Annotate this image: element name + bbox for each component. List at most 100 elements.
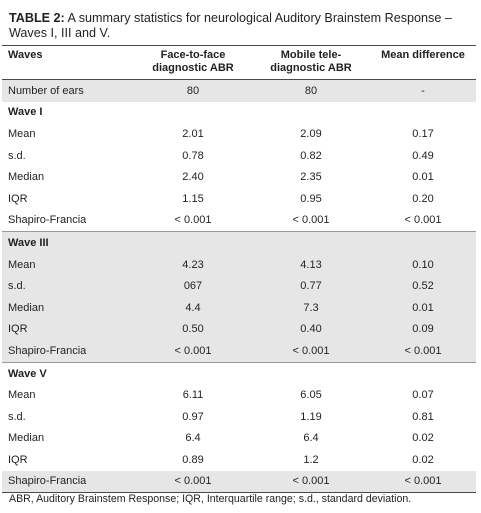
cell-diff [370,231,476,254]
table-row: s.d. 067 0.77 0.52 [2,275,476,297]
header-face-to-face: Face-to-face diagnostic ABR [134,45,252,80]
row-label: s.d. [8,149,26,162]
table-row: Median 2.40 2.35 0.01 [2,166,476,188]
cell-diff: - [370,79,476,102]
cell-f2f: 0.78 [182,149,204,162]
section-label: Wave I [8,106,43,119]
table-caption: TABLE 2: A summary statistics for neurol… [9,11,475,41]
table-row: s.d. 0.97 1.19 0.81 [2,406,476,428]
caption-text: A summary statistics for neurological Au… [9,11,452,40]
row-label: Mean [2,253,134,276]
table-row: Number of ears 80 80 - [2,79,476,102]
cell-f2f: 0.97 [182,410,204,423]
cell-mobile [252,231,370,254]
cell-diff: 0.07 [412,389,434,402]
row-label: Shapiro-Francia [2,340,134,363]
cell-f2f: 067 [134,275,252,297]
table-row: Shapiro-Francia < 0.001 < 0.001 < 0.001 [2,470,476,494]
table-row: IQR 0.50 0.40 0.09 [2,318,476,341]
section-row-wave-iii: Wave III [2,231,476,254]
cell-mobile: 6.05 [300,389,322,402]
cell-diff: 0.01 [412,171,434,184]
row-label: IQR [2,318,134,341]
cell-f2f [134,102,252,124]
row-label: Shapiro-Francia [2,470,134,494]
cell-diff: < 0.001 [370,470,476,494]
cell-diff: 0.02 [412,432,434,445]
cell-f2f: < 0.001 [134,340,252,363]
table-row: Mean 4.23 4.13 0.10 [2,253,476,276]
cell-mobile: 80 [252,79,370,102]
header-mobile-tele: Mobile tele-diagnostic ABR [252,45,370,80]
cell-mobile [252,102,370,124]
cell-f2f: 0.89 [182,453,204,466]
cell-diff: 0.09 [370,318,476,341]
cell-f2f: 4.23 [134,253,252,276]
row-label: IQR [8,453,28,466]
cell-diff: 0.10 [370,253,476,276]
cell-mobile [252,362,370,384]
cell-f2f [134,362,252,384]
cell-mobile: 0.95 [300,192,322,205]
caption-label: TABLE 2: [9,11,65,25]
table-row: Mean 6.11 6.05 0.07 [2,384,476,406]
table-row: Shapiro-Francia < 0.001 < 0.001 < 0.001 [2,209,476,233]
row-label: Mean [8,389,36,402]
row-label: Shapiro-Francia [2,209,134,233]
cell-mobile: 2.09 [300,127,322,140]
cell-diff: 0.20 [412,192,434,205]
cell-diff: 0.01 [370,296,476,319]
cell-diff: 0.17 [412,127,434,140]
row-label: Mean [8,127,36,140]
summary-statistics-table: Waves Face-to-face diagnostic ABR Mobile… [2,45,476,494]
table-row: IQR 1.15 0.95 0.20 [2,188,476,210]
header-row: Waves Face-to-face diagnostic ABR Mobile… [2,45,476,80]
cell-f2f: 0.50 [134,318,252,341]
row-label: Median [8,432,45,445]
table-row: IQR 0.89 1.2 0.02 [2,449,476,471]
cell-f2f: 4.4 [134,296,252,319]
table-row: s.d. 0.78 0.82 0.49 [2,145,476,167]
cell-f2f: 80 [134,79,252,102]
row-label: Median [2,296,134,319]
row-label: IQR [8,192,28,205]
cell-mobile: 0.82 [300,149,322,162]
table-row: Shapiro-Francia < 0.001 < 0.001 < 0.001 [2,340,476,363]
row-label: Median [8,171,45,184]
cell-f2f: < 0.001 [134,209,252,233]
cell-mobile: 4.13 [252,253,370,276]
cell-mobile: 7.3 [252,296,370,319]
cell-mobile: 2.35 [300,171,322,184]
header-waves: Waves [2,45,134,80]
cell-mobile: < 0.001 [252,340,370,363]
cell-diff: 0.81 [412,410,434,423]
cell-f2f [134,231,252,254]
cell-mobile: 0.40 [252,318,370,341]
cell-diff: < 0.001 [370,209,476,233]
cell-diff [370,102,476,124]
cell-f2f: 2.01 [182,127,204,140]
table-row: Median 4.4 7.3 0.01 [2,296,476,319]
section-label: Wave V [8,367,47,380]
header-mean-difference: Mean difference [370,45,476,80]
cell-f2f: 1.15 [182,192,204,205]
cell-mobile: 1.19 [300,410,322,423]
section-row-wave-i: Wave I [2,102,476,124]
cell-f2f: 6.11 [182,389,204,402]
cell-diff: 0.52 [370,275,476,297]
cell-f2f: 6.4 [185,432,201,445]
table-footnote: ABR, Auditory Brainstem Response; IQR, I… [9,493,412,505]
cell-mobile: 0.77 [252,275,370,297]
cell-f2f: 2.40 [182,171,204,184]
cell-diff [370,362,476,384]
section-row-wave-v: Wave V [2,362,476,384]
row-label: s.d. [2,275,134,297]
cell-diff: 0.49 [412,149,434,162]
cell-mobile: 6.4 [303,432,319,445]
cell-mobile: < 0.001 [252,209,370,233]
table-row: Median 6.4 6.4 0.02 [2,428,476,450]
row-label: s.d. [8,410,26,423]
table-row: Mean 2.01 2.09 0.17 [2,123,476,145]
cell-mobile: < 0.001 [252,470,370,494]
